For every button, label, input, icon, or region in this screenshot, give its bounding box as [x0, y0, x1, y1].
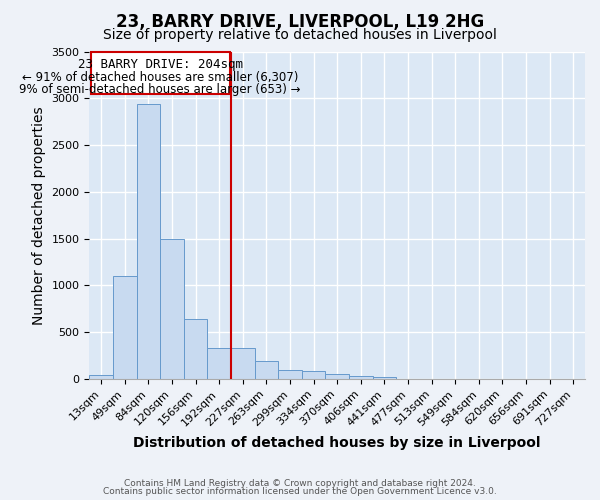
Text: 9% of semi-detached houses are larger (653) →: 9% of semi-detached houses are larger (6… — [19, 83, 301, 96]
Bar — [231, 348, 254, 379]
Bar — [91, 52, 230, 94]
Bar — [208, 348, 231, 379]
Bar — [160, 238, 184, 379]
Bar — [325, 374, 349, 379]
Text: Contains HM Land Registry data © Crown copyright and database right 2024.: Contains HM Land Registry data © Crown c… — [124, 478, 476, 488]
Text: ← 91% of detached houses are smaller (6,307): ← 91% of detached houses are smaller (6,… — [22, 70, 298, 84]
Bar — [184, 319, 208, 379]
Bar — [278, 370, 302, 379]
Text: Size of property relative to detached houses in Liverpool: Size of property relative to detached ho… — [103, 28, 497, 42]
X-axis label: Distribution of detached houses by size in Liverpool: Distribution of detached houses by size … — [133, 436, 541, 450]
Bar — [373, 377, 396, 379]
Bar — [349, 376, 373, 379]
Bar — [89, 375, 113, 379]
Text: 23 BARRY DRIVE: 204sqm: 23 BARRY DRIVE: 204sqm — [77, 58, 242, 71]
Bar — [302, 370, 325, 379]
Bar — [137, 104, 160, 379]
Bar — [254, 360, 278, 379]
Y-axis label: Number of detached properties: Number of detached properties — [32, 106, 46, 324]
Bar — [113, 276, 137, 379]
Text: Contains public sector information licensed under the Open Government Licence v3: Contains public sector information licen… — [103, 487, 497, 496]
Text: 23, BARRY DRIVE, LIVERPOOL, L19 2HG: 23, BARRY DRIVE, LIVERPOOL, L19 2HG — [116, 12, 484, 30]
